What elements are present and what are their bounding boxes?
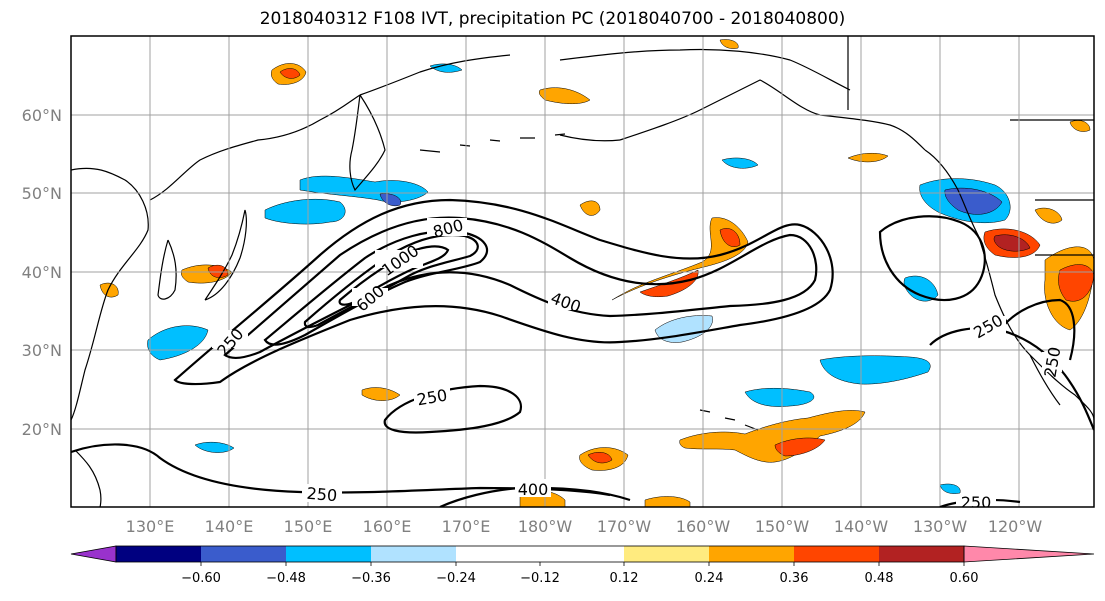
lon-label: 120°W [988,517,1043,536]
map-title: 2018040312 F108 IVT, precipitation PC (2… [259,9,846,29]
colorbar-tick-label: −0.24 [436,571,476,586]
lon-label: 130°W [913,517,968,536]
gridlines [71,36,1094,507]
colorbar-tick-label: 0.60 [950,571,979,586]
coastlines [71,36,1094,507]
colorbar-tick-label: −0.12 [520,571,560,586]
lon-label: 160°E [363,517,412,536]
contour-250-outer [173,198,834,386]
lon-label: 140°W [834,517,889,536]
lat-label: 30°N [22,341,62,360]
lon-label: 160°W [676,517,731,536]
colorbar-tick-label: −0.48 [266,571,306,586]
colorbar-over-arrow [963,545,1095,563]
contour-label: 250 [961,493,992,512]
precip-patches [99,39,1094,507]
lat-axis: 60°N 50°N 40°N 30°N 20°N [22,106,62,439]
colorbar-bin [286,546,371,562]
map-border [70,35,1095,508]
lat-label: 60°N [22,106,62,125]
lon-label: 150°W [755,517,810,536]
lon-label: 140°E [205,517,254,536]
colorbar-tick-label: 0.48 [865,571,894,586]
colorbar-bin [456,546,624,562]
colorbar-bin [794,546,879,562]
colorbar-tick-label: −0.60 [181,571,221,586]
contour-label: 250 [306,484,338,506]
lat-label: 40°N [22,263,62,282]
contour-label: 400 [518,480,549,499]
lon-label: 170°E [442,517,491,536]
colorbar-bin [879,546,964,562]
lat-label: 20°N [22,420,62,439]
colorbar-under-arrow [70,545,117,563]
lon-axis: 130°E 140°E 150°E 160°E 170°E 180°W 170°… [126,517,1043,536]
colorbar-bin [371,546,456,562]
lon-label: 180°W [518,517,573,536]
lat-label: 50°N [22,184,62,203]
colorbar-bin [116,546,201,562]
colorbar-bin [709,546,794,562]
colorbar: −0.60 −0.48 −0.36 −0.24 −0.12 0.12 0.24 … [70,545,1095,586]
contour-label-group: 800 1000 600 400 250 250 250 400 250 250… [212,215,1065,512]
colorbar-bin [624,546,709,562]
colorbar-bin [201,546,286,562]
contour-600 [263,230,488,346]
colorbar-tick-label: 0.24 [695,571,724,586]
lon-label: 170°W [597,517,652,536]
lon-label: 150°E [284,517,333,536]
lon-label: 130°E [126,517,175,536]
colorbar-tick-label: −0.36 [351,571,391,586]
colorbar-tick-label: 0.36 [780,571,809,586]
colorbar-tick-label: 0.12 [610,571,639,586]
